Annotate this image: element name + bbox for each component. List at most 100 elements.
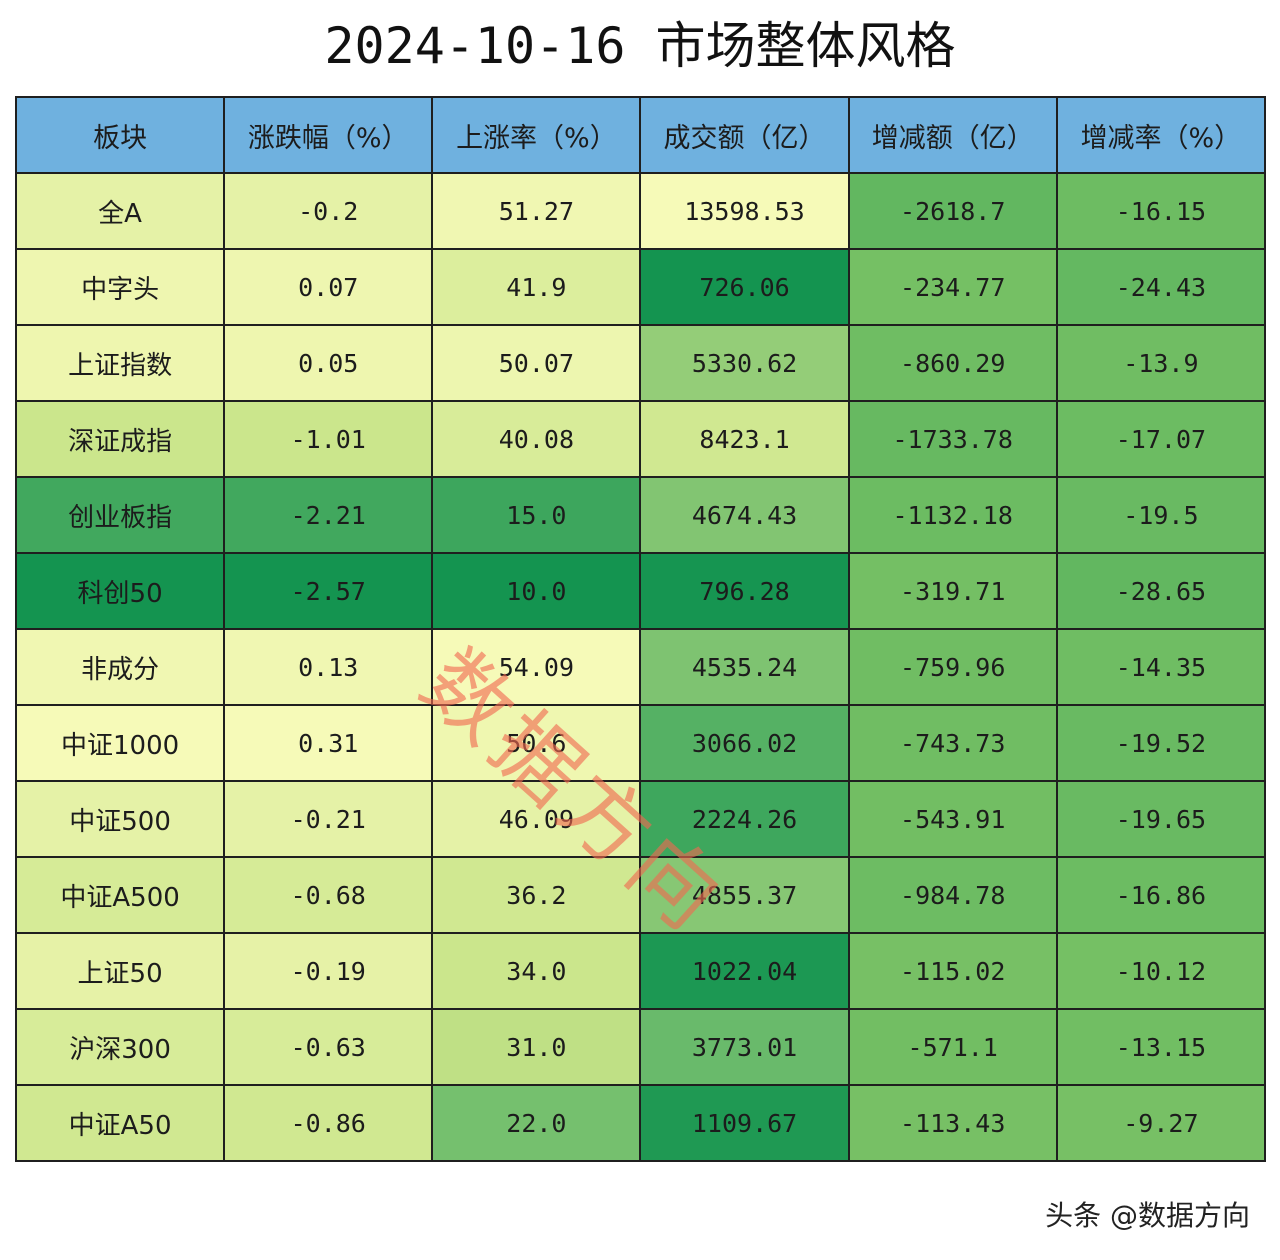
table-cell: -319.71: [847, 552, 1058, 630]
table-cell: 796.28: [639, 552, 850, 630]
table-cell: -16.15: [1055, 172, 1267, 250]
row-label: 中字头: [14, 248, 226, 326]
column-header: 增减额（亿）: [847, 96, 1058, 174]
table-cell: -115.02: [847, 932, 1058, 1010]
table-cell: 4855.37: [639, 856, 850, 934]
table-cell: -19.65: [1055, 780, 1267, 858]
table-cell: 4535.24: [639, 628, 850, 706]
table-row: 中证500 -0.21 46.09 2224.26 -543.91 -19.65: [14, 780, 1267, 858]
table-cell: -2.21: [223, 476, 434, 554]
column-header: 成交额（亿）: [639, 96, 850, 174]
table-cell: -0.63: [223, 1008, 434, 1086]
table-cell: -2618.7: [847, 172, 1058, 250]
table-row: 科创50 -2.57 10.0 796.28 -319.71 -28.65: [14, 552, 1267, 630]
table-cell: -984.78: [847, 856, 1058, 934]
row-label: 上证50: [14, 932, 226, 1010]
table-cell: 50.6: [431, 704, 642, 782]
table-cell: -743.73: [847, 704, 1058, 782]
table-cell: -759.96: [847, 628, 1058, 706]
table-cell: 10.0: [431, 552, 642, 630]
table-cell: -1.01: [223, 400, 434, 478]
table-cell: 8423.1: [639, 400, 850, 478]
row-label: 中证500: [14, 780, 226, 858]
table-row: 中证A500 -0.68 36.2 4855.37 -984.78 -16.86: [14, 856, 1267, 934]
column-header: 涨跌幅（%）: [223, 96, 434, 174]
table-cell: 46.09: [431, 780, 642, 858]
row-label: 全A: [14, 172, 226, 250]
table-cell: -13.9: [1055, 324, 1267, 402]
table-cell: -0.21: [223, 780, 434, 858]
table-cell: -0.2: [223, 172, 434, 250]
row-label: 非成分: [14, 628, 226, 706]
table-cell: 22.0: [431, 1084, 642, 1162]
table-cell: 15.0: [431, 476, 642, 554]
table-cell: -14.35: [1055, 628, 1267, 706]
row-label: 中证A50: [14, 1084, 226, 1162]
table-cell: -17.07: [1055, 400, 1267, 478]
table-cell: -0.86: [223, 1084, 434, 1162]
table-row: 全A -0.2 51.27 13598.53 -2618.7 -16.15: [14, 172, 1267, 250]
table-row: 非成分 0.13 54.09 4535.24 -759.96 -14.35: [14, 628, 1267, 706]
table-cell: -28.65: [1055, 552, 1267, 630]
table-row: 中证1000 0.31 50.6 3066.02 -743.73 -19.52: [14, 704, 1267, 782]
table-cell: -113.43: [847, 1084, 1058, 1162]
table-cell: -1733.78: [847, 400, 1058, 478]
market-style-table: 板块 涨跌幅（%） 上涨率（%） 成交额（亿） 增减额（亿） 增减率（%） 全A…: [14, 96, 1267, 1162]
footer-attribution: 头条 @数据方向: [1045, 1199, 1250, 1232]
table-cell: 0.05: [223, 324, 434, 402]
table-cell: -10.12: [1055, 932, 1267, 1010]
row-label: 创业板指: [14, 476, 226, 554]
table-cell: -24.43: [1055, 248, 1267, 326]
table-cell: -0.19: [223, 932, 434, 1010]
table-cell: 36.2: [431, 856, 642, 934]
table-cell: 5330.62: [639, 324, 850, 402]
row-label: 科创50: [14, 552, 226, 630]
chart-title: 2024-10-16 市场整体风格: [324, 17, 956, 75]
table-row: 深证成指 -1.01 40.08 8423.1 -1733.78 -17.07: [14, 400, 1267, 478]
table-cell: -571.1: [847, 1008, 1058, 1086]
table-cell: -543.91: [847, 780, 1058, 858]
row-label: 中证1000: [14, 704, 226, 782]
table-row: 中证A50 -0.86 22.0 1109.67 -113.43 -9.27: [14, 1084, 1267, 1162]
table-cell: -0.68: [223, 856, 434, 934]
table-row: 创业板指 -2.21 15.0 4674.43 -1132.18 -19.5: [14, 476, 1267, 554]
table-cell: 0.07: [223, 248, 434, 326]
table-cell: 50.07: [431, 324, 642, 402]
table-cell: -19.52: [1055, 704, 1267, 782]
table-cell: 3773.01: [639, 1008, 850, 1086]
column-header: 板块: [14, 96, 226, 174]
table-cell: 1022.04: [639, 932, 850, 1010]
table-cell: 51.27: [431, 172, 642, 250]
column-header: 上涨率（%）: [431, 96, 642, 174]
header-row: 板块 涨跌幅（%） 上涨率（%） 成交额（亿） 增减额（亿） 增减率（%）: [14, 96, 1267, 174]
table-cell: 0.31: [223, 704, 434, 782]
table-cell: 54.09: [431, 628, 642, 706]
table-cell: 34.0: [431, 932, 642, 1010]
table-cell: 2224.26: [639, 780, 850, 858]
table-cell: -13.15: [1055, 1008, 1267, 1086]
table-cell: -234.77: [847, 248, 1058, 326]
table-cell: -1132.18: [847, 476, 1058, 554]
table-cell: -16.86: [1055, 856, 1267, 934]
table-body: 全A -0.2 51.27 13598.53 -2618.7 -16.15 中字头 0.07 4…: [14, 172, 1267, 1162]
row-label: 上证指数: [14, 324, 226, 402]
table-row: 上证50 -0.19 34.0 1022.04 -115.02 -10.12: [14, 932, 1267, 1010]
table-cell: 3066.02: [639, 704, 850, 782]
row-label: 中证A500: [14, 856, 226, 934]
table-cell: -2.57: [223, 552, 434, 630]
table-row: 沪深300 -0.63 31.0 3773.01 -571.1 -13.15: [14, 1008, 1267, 1086]
table-cell: -19.5: [1055, 476, 1267, 554]
table-cell: 31.0: [431, 1008, 642, 1086]
table-cell: 726.06: [639, 248, 850, 326]
table-row: 上证指数 0.05 50.07 5330.62 -860.29 -13.9: [14, 324, 1267, 402]
table-cell: -860.29: [847, 324, 1058, 402]
table-cell: 4674.43: [639, 476, 850, 554]
table-cell: 40.08: [431, 400, 642, 478]
row-label: 深证成指: [14, 400, 226, 478]
table-cell: 1109.67: [639, 1084, 850, 1162]
table-row: 中字头 0.07 41.9 726.06 -234.77 -24.43: [14, 248, 1267, 326]
table-cell: 41.9: [431, 248, 642, 326]
table-cell: 0.13: [223, 628, 434, 706]
row-label: 沪深300: [14, 1008, 226, 1086]
column-header: 增减率（%）: [1055, 96, 1267, 174]
